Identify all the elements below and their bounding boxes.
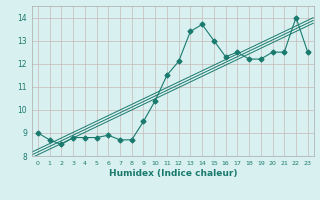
X-axis label: Humidex (Indice chaleur): Humidex (Indice chaleur) bbox=[108, 169, 237, 178]
